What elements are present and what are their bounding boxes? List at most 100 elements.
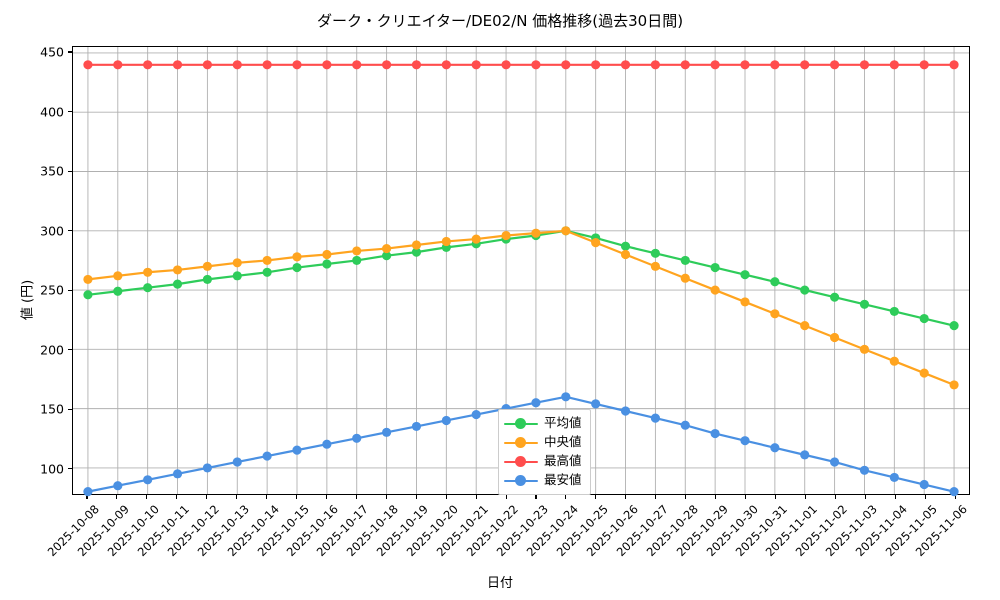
data-point[interactable]	[650, 413, 660, 423]
data-point[interactable]	[859, 344, 870, 354]
data-point[interactable]	[202, 274, 212, 284]
data-point[interactable]	[501, 60, 511, 70]
data-point[interactable]	[710, 285, 720, 295]
data-point[interactable]	[561, 392, 571, 402]
data-point[interactable]	[143, 475, 153, 485]
data-point[interactable]	[531, 228, 541, 238]
data-point[interactable]	[680, 60, 690, 70]
data-point[interactable]	[143, 283, 153, 293]
data-point[interactable]	[740, 297, 750, 307]
data-point[interactable]	[710, 262, 720, 273]
data-point[interactable]	[262, 60, 272, 70]
data-point[interactable]	[889, 306, 899, 316]
data-point[interactable]	[382, 60, 392, 70]
data-point[interactable]	[949, 487, 959, 497]
data-point[interactable]	[620, 249, 631, 260]
data-point[interactable]	[83, 487, 93, 497]
data-point[interactable]	[172, 60, 183, 70]
data-point[interactable]	[441, 236, 451, 247]
data-point[interactable]	[620, 241, 631, 251]
data-point[interactable]	[143, 60, 153, 70]
data-point[interactable]	[471, 234, 481, 244]
data-point[interactable]	[740, 436, 750, 446]
legend-item-1[interactable]: 中央値	[504, 433, 582, 452]
legend-item-2[interactable]: 最高値	[504, 452, 582, 471]
data-point[interactable]	[262, 267, 272, 277]
data-point[interactable]	[889, 60, 899, 70]
data-point[interactable]	[232, 60, 242, 70]
data-point[interactable]	[919, 60, 929, 70]
data-point[interactable]	[859, 60, 870, 70]
data-point[interactable]	[949, 380, 959, 390]
data-point[interactable]	[800, 450, 810, 460]
data-point[interactable]	[471, 60, 481, 70]
data-point[interactable]	[531, 60, 541, 70]
data-point[interactable]	[232, 258, 242, 268]
data-point[interactable]	[800, 321, 810, 331]
data-point[interactable]	[919, 313, 929, 324]
data-point[interactable]	[650, 261, 660, 271]
data-point[interactable]	[292, 60, 302, 70]
data-point[interactable]	[411, 240, 422, 250]
data-point[interactable]	[83, 290, 93, 300]
data-point[interactable]	[322, 259, 332, 269]
data-point[interactable]	[113, 481, 123, 491]
data-point[interactable]	[83, 60, 93, 70]
data-point[interactable]	[919, 479, 929, 490]
data-point[interactable]	[411, 247, 422, 257]
data-point[interactable]	[382, 243, 392, 254]
data-point[interactable]	[830, 292, 840, 302]
legend-item-3[interactable]: 最安値	[504, 471, 582, 490]
data-point[interactable]	[949, 321, 959, 331]
data-point[interactable]	[889, 356, 899, 366]
data-point[interactable]	[292, 262, 302, 273]
data-point[interactable]	[800, 60, 810, 70]
data-point[interactable]	[889, 472, 899, 482]
data-point[interactable]	[202, 463, 212, 473]
data-point[interactable]	[113, 60, 123, 70]
data-point[interactable]	[650, 60, 660, 70]
data-point[interactable]	[352, 255, 362, 266]
data-point[interactable]	[352, 60, 362, 70]
data-point[interactable]	[561, 226, 571, 236]
data-point[interactable]	[322, 439, 332, 449]
data-point[interactable]	[561, 60, 571, 70]
data-point[interactable]	[949, 60, 959, 70]
data-point[interactable]	[441, 415, 451, 426]
data-point[interactable]	[113, 286, 123, 296]
data-point[interactable]	[740, 60, 750, 70]
data-point[interactable]	[620, 406, 631, 416]
data-point[interactable]	[172, 279, 183, 289]
data-point[interactable]	[680, 255, 690, 266]
data-point[interactable]	[262, 255, 272, 266]
data-point[interactable]	[740, 270, 750, 280]
data-point[interactable]	[919, 368, 929, 378]
data-point[interactable]	[501, 230, 511, 241]
data-point[interactable]	[172, 265, 183, 275]
data-point[interactable]	[680, 273, 690, 283]
data-point[interactable]	[710, 428, 720, 439]
data-point[interactable]	[859, 465, 870, 475]
data-point[interactable]	[262, 451, 272, 461]
data-point[interactable]	[770, 277, 780, 287]
data-point[interactable]	[292, 252, 302, 262]
data-point[interactable]	[800, 285, 810, 295]
data-point[interactable]	[411, 60, 422, 70]
data-point[interactable]	[710, 60, 720, 70]
data-point[interactable]	[382, 251, 392, 261]
data-point[interactable]	[591, 238, 601, 248]
legend[interactable]: 平均値 中央値 最高値 最安値	[498, 409, 591, 495]
data-point[interactable]	[441, 60, 451, 70]
data-point[interactable]	[471, 409, 481, 420]
data-point[interactable]	[352, 433, 362, 443]
data-point[interactable]	[232, 271, 242, 281]
data-point[interactable]	[830, 60, 840, 70]
data-point[interactable]	[859, 299, 870, 309]
data-point[interactable]	[322, 60, 332, 70]
data-point[interactable]	[650, 248, 660, 258]
data-point[interactable]	[83, 274, 93, 284]
data-point[interactable]	[232, 457, 242, 467]
data-point[interactable]	[352, 246, 362, 256]
data-point[interactable]	[172, 469, 183, 479]
data-point[interactable]	[591, 399, 601, 409]
